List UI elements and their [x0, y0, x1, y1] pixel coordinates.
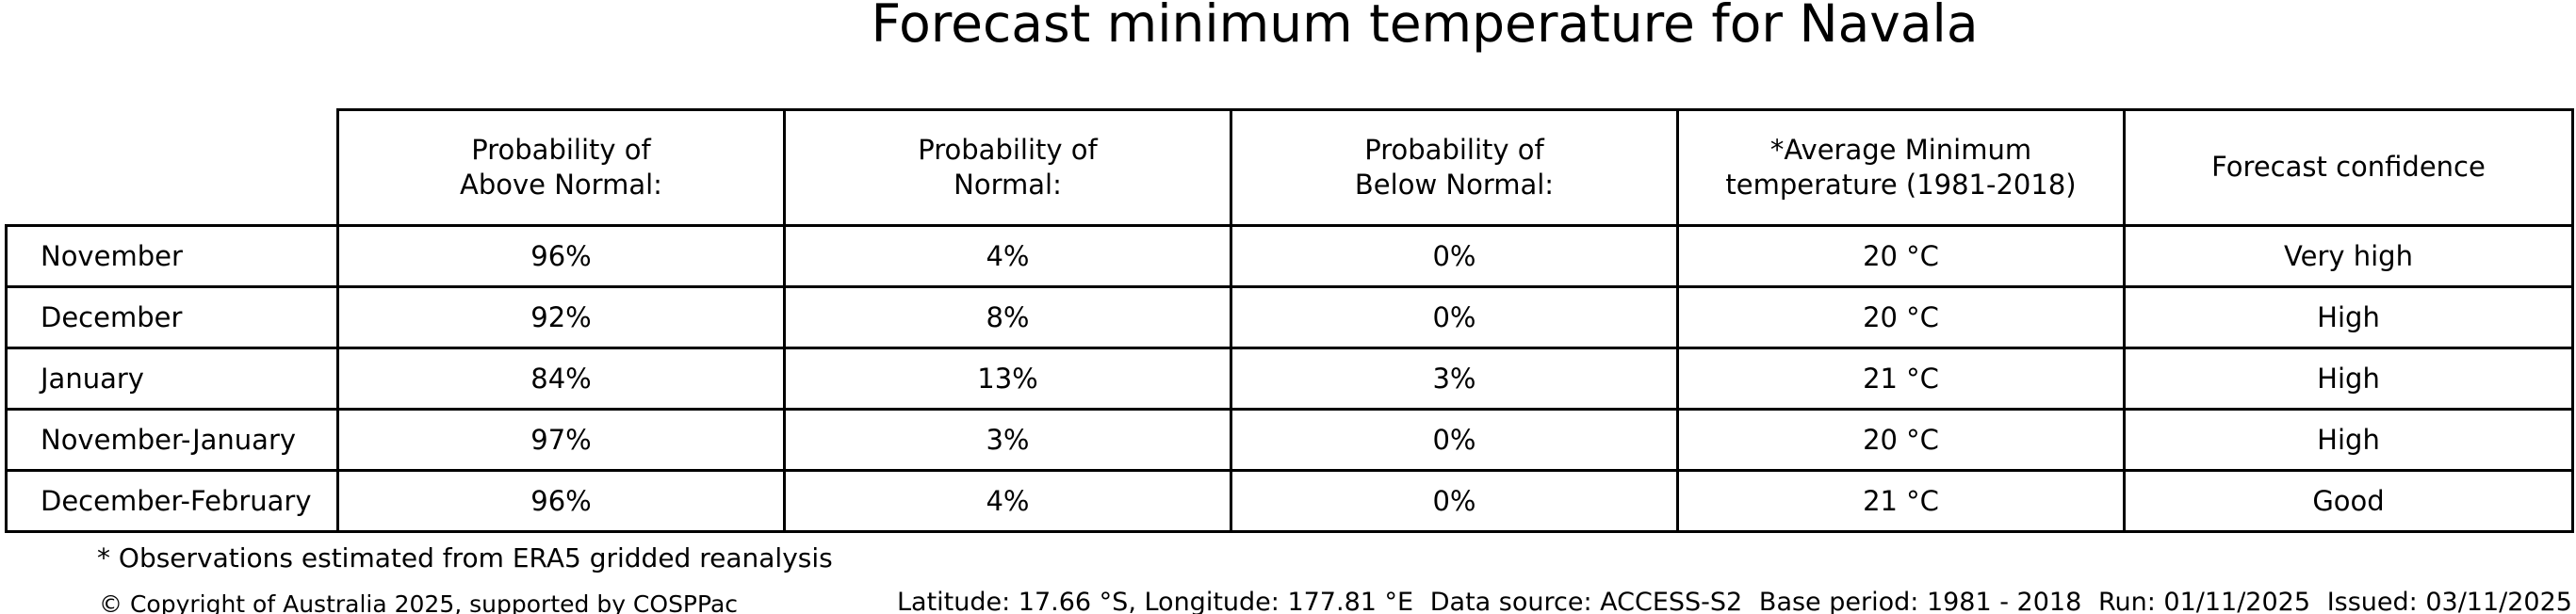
copyright-notice: © Copyright of Australia 2025, supported… [99, 590, 739, 614]
period-cell: November-January [5, 408, 339, 472]
col-header-above-normal: Probability of Above Normal: [336, 108, 786, 227]
confidence-cell: Good [2123, 469, 2574, 533]
confidence-cell: High [2123, 285, 2574, 349]
data-source-info: Data source: ACCESS-S2 [1429, 588, 1743, 614]
period-cell: January [5, 347, 339, 411]
avg-min-temp-cell: 21 °C [1676, 469, 2126, 533]
normal-cell: 3% [783, 408, 1232, 472]
normal-cell: 13% [783, 347, 1232, 411]
above-normal-cell: 92% [336, 285, 786, 349]
run-date-info: Run: 01/11/2025 [2097, 588, 2311, 614]
col-header-normal: Probability of Normal: [783, 108, 1232, 227]
above-normal-cell: 84% [336, 347, 786, 411]
period-cell: December [5, 285, 339, 349]
issued-date-info: Issued: 03/11/2025 [2326, 588, 2572, 614]
figure-title: Forecast minimum temperature for Navala [871, 0, 1979, 54]
below-normal-cell: 3% [1230, 347, 1679, 411]
confidence-cell: High [2123, 347, 2574, 411]
avg-min-temp-cell: 20 °C [1676, 285, 2126, 349]
avg-min-temp-cell: 20 °C [1676, 408, 2126, 472]
corner-spacer [7, 110, 338, 226]
col-header-below-normal: Probability of Below Normal: [1230, 108, 1679, 227]
normal-cell: 4% [783, 224, 1232, 288]
period-cell: December-February [5, 469, 339, 533]
normal-cell: 8% [783, 285, 1232, 349]
above-normal-cell: 96% [336, 469, 786, 533]
table-row: December 92% 8% 0% 20 °C High [5, 285, 2574, 349]
below-normal-cell: 0% [1230, 224, 1679, 288]
forecast-table: Probability of Above Normal: Probability… [5, 108, 2574, 533]
footnote: * Observations estimated from ERA5 gridd… [97, 542, 833, 574]
base-period-info: Base period: 1981 - 2018 [1758, 588, 2082, 614]
avg-min-temp-cell: 21 °C [1676, 347, 2126, 411]
confidence-cell: Very high [2123, 224, 2574, 288]
table-row: December-February 96% 4% 0% 21 °C Good [5, 469, 2574, 533]
location-info: Latitude: 17.66 °S, Longitude: 177.81 °E [897, 588, 1414, 614]
avg-min-temp-cell: 20 °C [1676, 224, 2126, 288]
below-normal-cell: 0% [1230, 469, 1679, 533]
table-row: January 84% 13% 3% 21 °C High [5, 347, 2574, 411]
col-header-avg-min-temp: *Average Minimum temperature (1981-2018) [1676, 108, 2126, 227]
below-normal-cell: 0% [1230, 408, 1679, 472]
footer-info-bar: Latitude: 17.66 °S, Longitude: 177.81 °E… [897, 588, 2572, 614]
confidence-cell: High [2123, 408, 2574, 472]
normal-cell: 4% [783, 469, 1232, 533]
above-normal-cell: 96% [336, 224, 786, 288]
table-row: November-January 97% 3% 0% 20 °C High [5, 408, 2574, 472]
col-header-forecast-confidence: Forecast confidence [2123, 108, 2574, 227]
above-normal-cell: 97% [336, 408, 786, 472]
below-normal-cell: 0% [1230, 285, 1679, 349]
period-cell: November [5, 224, 339, 288]
header-row: Probability of Above Normal: Probability… [7, 108, 2574, 227]
table-row: November 96% 4% 0% 20 °C Very high [5, 224, 2574, 288]
